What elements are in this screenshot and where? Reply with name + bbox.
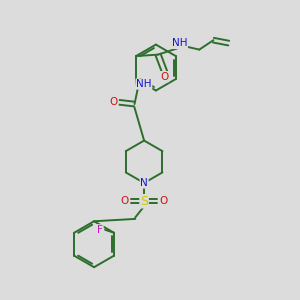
Text: N: N — [140, 178, 148, 188]
Text: O: O — [160, 72, 169, 82]
Text: F: F — [97, 225, 103, 235]
Text: NH: NH — [136, 79, 152, 89]
Text: O: O — [160, 196, 168, 206]
Text: S: S — [140, 195, 148, 208]
Text: O: O — [110, 97, 118, 107]
Text: O: O — [120, 196, 128, 206]
Text: NH: NH — [172, 38, 187, 48]
